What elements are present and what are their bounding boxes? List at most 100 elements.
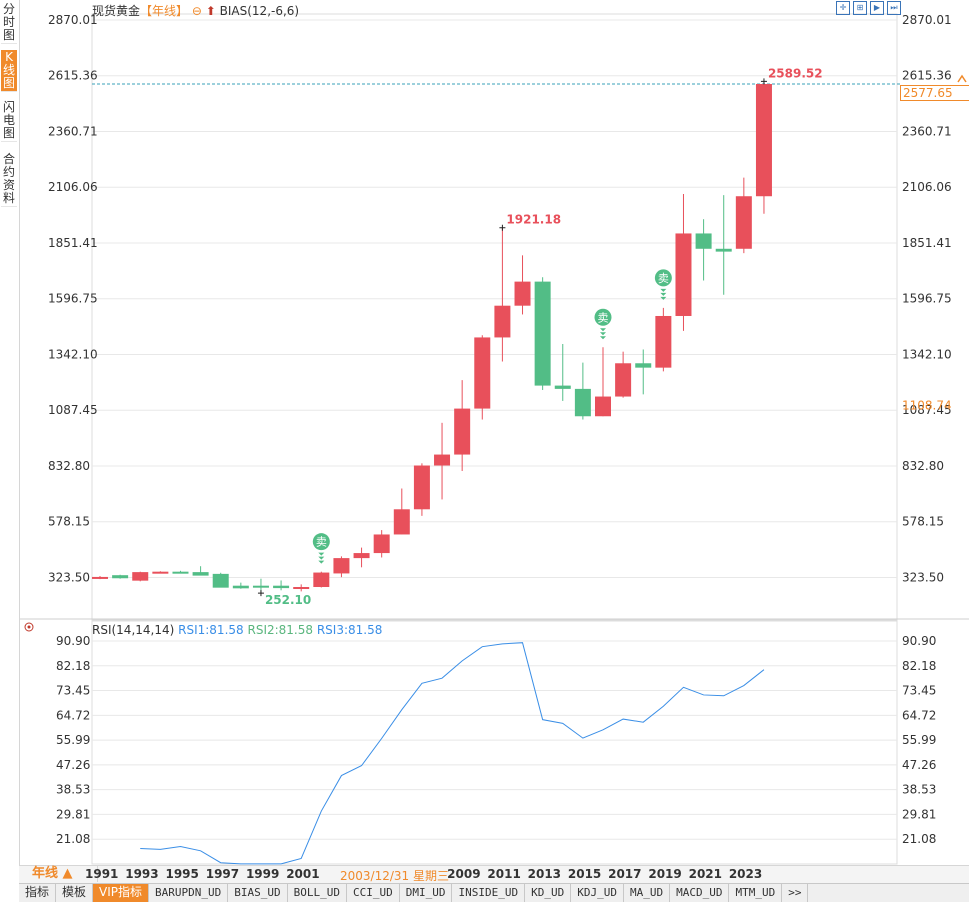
candle-body [615,363,632,397]
rsi-tick-label-left: 73.45 [56,684,90,698]
rsi-tick-label-left: 38.53 [56,783,90,797]
next-icon[interactable]: ⏭ [887,1,901,15]
indicator-tab-9[interactable]: KD_UD [525,884,572,902]
price-tick-label-left: 1342.10 [48,347,98,361]
chart-header: 现货黄金【年线】 ⊖ ⬆ BIAS(12,-6,6) [92,2,299,19]
rsi-name[interactable]: RSI(14,14,14) [92,623,175,637]
candle-body [554,385,571,389]
indicator-tab-5[interactable]: BOLL_UD [288,884,347,902]
zoom-icon[interactable]: ⊞ [853,1,867,15]
extreme-marker-icon [499,224,506,231]
right-marker-label: 1108.74 [902,399,952,413]
rsi-tick-label-left: 82.18 [56,659,90,673]
x-tick-label: 1991 [85,867,119,881]
indicator-tab-4[interactable]: BIAS_UD [228,884,288,902]
x-tick-label: 1993 [125,867,159,881]
sell-signal-label: 卖 [658,272,669,285]
indicator-tab-2[interactable]: VIP指标 [93,884,150,902]
candle-body [232,585,249,589]
price-tick-label-right: 2870.01 [902,13,952,27]
rsi-tick-label-right: 38.53 [902,783,936,797]
rsi1-value: RSI1:81.58 [178,623,244,637]
price-tick-label-right: 832.80 [902,459,944,473]
candle-body [434,454,451,466]
candle-body [454,408,471,455]
side-tab-1[interactable]: K线图 [1,50,17,92]
candle-body [695,233,712,249]
sell-signal-label: 卖 [598,311,609,324]
candle-body [212,573,229,588]
rsi-tick-label-left: 90.90 [56,634,90,648]
price-tick-label-right: 2106.06 [902,180,952,194]
rsi-tick-label-left: 29.81 [56,807,90,821]
price-tick-label-left: 832.80 [48,459,90,473]
play-icon[interactable]: ▶ [870,1,884,15]
arrow-up-icon[interactable]: ⬆ [205,4,216,18]
candle-body [132,572,149,581]
x-tick-label: 2019 [648,867,682,881]
candle-body [172,571,189,574]
candle-body [534,281,551,386]
x-axis-bar [19,865,969,884]
rsi-tick-label-right: 90.90 [902,634,936,648]
x-tick-label: 1997 [205,867,240,881]
indicator-tab-8[interactable]: INSIDE_UD [452,884,526,902]
sell-signal-arrow-icon [600,328,606,340]
price-tick-label-left: 1851.41 [48,236,98,250]
indicator-tab-6[interactable]: CCI_UD [347,884,400,902]
price-tick-label-left: 2106.06 [48,180,98,194]
candle-body [574,388,591,417]
period-selector[interactable]: 年线 ▲ [22,866,98,882]
rsi-tick-label-right: 29.81 [902,807,936,821]
indicator-tab-1[interactable]: 模板 [56,884,94,902]
indicator-label[interactable]: BIAS(12,-6,6) [219,4,300,18]
period-label[interactable]: 【年线】 [140,4,189,18]
x-tick-label: 2017 [608,867,642,881]
rsi-settings-icon [24,622,34,632]
indicator-tab-12[interactable]: MACD_UD [670,884,730,902]
indicator-tab-14[interactable]: >> [782,884,809,902]
indicator-tab-13[interactable]: MTM_UD [729,884,783,902]
indicator-tab-bar: 指标 模板 VIP指标 BARUPDN_UD BIAS_UD BOLL_UD CCI_UD D… [19,883,969,902]
candle-body [252,585,269,588]
x-tick-label: 2023 [728,867,763,881]
candle-body [514,281,531,306]
indicator-tab-0[interactable]: 指标 [19,884,57,902]
side-tab-3[interactable]: 合约资料 [1,152,17,207]
candle-body [353,553,370,559]
candle-body [313,572,330,588]
extreme-value-label: 1921.18 [506,213,561,227]
rsi-tick-label-right: 21.08 [902,832,936,846]
candle-body [192,572,209,576]
scroll-up-icon [957,74,967,83]
extreme-marker-icon [257,590,264,597]
indicator-tab-3[interactable]: BARUPDN_UD [149,884,229,902]
rsi-tick-label-left: 55.99 [56,733,90,747]
x-tick-label: 2013 [527,867,562,881]
main-panel-frame [91,13,898,621]
indicator-tab-10[interactable]: KDJ_UD [571,884,624,902]
x-tick-label: 2001 [286,867,320,881]
price-tick-label-right: 1596.75 [902,292,952,306]
rsi-tick-label-left: 47.26 [56,758,90,772]
candle-body [715,248,732,252]
x-tick-label: 2015 [567,867,602,881]
price-tick-label-right: 2360.71 [902,124,952,138]
x-tick-label: 2009 [447,867,481,881]
indicator-tab-11[interactable]: MA_UD [624,884,671,902]
price-tick-label-right: 323.50 [902,570,944,584]
crosshair-icon[interactable]: ✛ [836,1,850,15]
indicator-tab-7[interactable]: DMI_UD [400,884,453,902]
sell-signal-arrow-icon [318,552,325,564]
candle-body [494,305,511,338]
settings-icon[interactable]: ⊖ [191,4,202,18]
side-tab-2[interactable]: 闪电图 [1,100,17,142]
rsi-tick-label-right: 82.18 [902,659,936,673]
price-tick-label-left: 2870.01 [48,13,98,27]
candle-body [655,315,672,368]
sell-signal-icon [312,533,330,551]
price-tick-label-right: 1087.45 [902,403,952,417]
side-tab-0[interactable]: 分时图 [1,2,17,44]
price-tick-label-right: 578.15 [902,515,944,529]
